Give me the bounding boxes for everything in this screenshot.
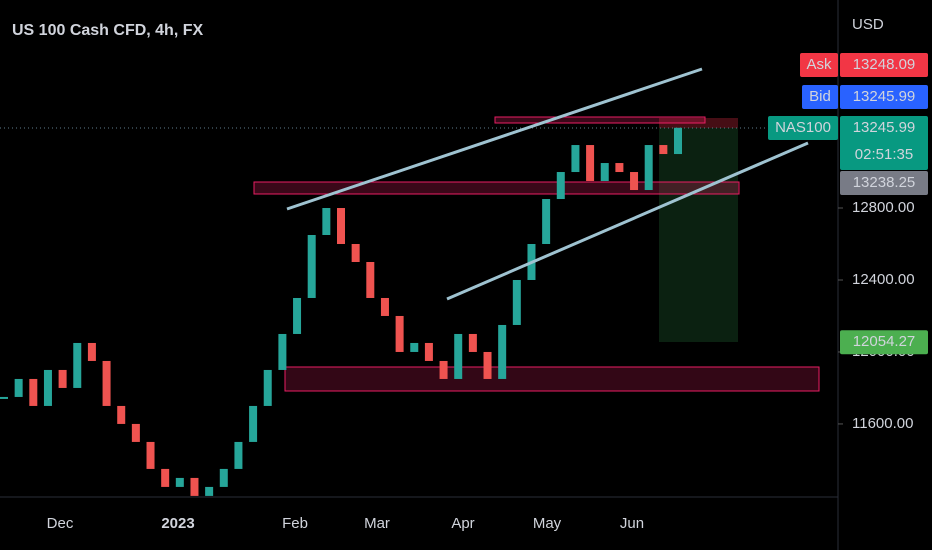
candle [175, 477, 184, 487]
last-box [840, 116, 928, 170]
x-tick-label: Feb [282, 515, 308, 532]
candle [263, 369, 272, 406]
candle [278, 333, 287, 370]
candle [117, 405, 126, 424]
candle [58, 369, 67, 388]
ask-box [840, 53, 928, 77]
bid-price: 13245.99 [853, 88, 916, 105]
ask-label: Ask [806, 56, 832, 73]
candle [293, 297, 302, 334]
candle [556, 172, 565, 200]
candle [234, 441, 243, 469]
y-tick-label: 11600.00 [852, 415, 913, 432]
x-tick-label: 2023 [161, 515, 194, 532]
candle [190, 477, 199, 496]
candle [87, 342, 96, 361]
candle [410, 342, 419, 352]
channel-upper [286, 67, 703, 211]
last-price: 13245.99 [853, 119, 916, 136]
candle [659, 145, 668, 155]
symbol-label: NAS100 [775, 119, 831, 136]
prev-box [840, 171, 928, 195]
long-position-profit [659, 128, 738, 342]
candle [205, 486, 214, 496]
candle [630, 172, 639, 191]
target-price: 12054.27 [853, 333, 916, 350]
mid-zone [253, 181, 740, 195]
candle [512, 279, 521, 325]
candle [600, 163, 609, 182]
target-box [840, 330, 928, 355]
countdown: 02:51:35 [855, 146, 913, 163]
candle [615, 163, 624, 173]
x-tick-label: Dec [47, 515, 74, 532]
candle [380, 297, 389, 316]
chart-title: US 100 Cash CFD, 4h, FX [12, 22, 203, 39]
candle [571, 145, 580, 173]
resistance-zone [494, 116, 706, 124]
candle [249, 405, 258, 442]
candle [161, 468, 170, 487]
candle [542, 199, 551, 245]
candle [674, 127, 682, 155]
candle [395, 315, 404, 352]
ask-price: 13248.09 [853, 56, 916, 73]
bid-box [840, 85, 928, 109]
y-tick-label: 12800.00 [852, 199, 915, 216]
x-tick-label: Jun [620, 515, 644, 532]
candle [366, 261, 375, 298]
candle [468, 333, 477, 352]
prev-price: 13238.25 [853, 174, 916, 191]
candle [454, 333, 463, 379]
candle [644, 145, 653, 191]
channel-lower [446, 141, 809, 301]
candle [219, 468, 228, 487]
x-tick-label: Apr [451, 515, 474, 532]
ask-tag [800, 53, 838, 77]
symbol-tag [768, 116, 838, 140]
candle [424, 342, 433, 361]
candle [498, 324, 507, 379]
support-zone [284, 366, 820, 392]
candle [131, 423, 140, 442]
candle [307, 235, 316, 298]
x-tick-label: May [533, 515, 562, 532]
bid-tag [802, 85, 838, 109]
candle [102, 360, 111, 406]
candle [73, 342, 82, 388]
candle [586, 145, 595, 182]
candle [43, 369, 52, 406]
candle [146, 441, 155, 469]
candle [483, 351, 492, 379]
candle [337, 208, 345, 245]
y-tick-label: 12400.00 [852, 271, 915, 288]
x-tick-label: Mar [364, 515, 390, 532]
candle [29, 378, 38, 406]
candle [14, 378, 23, 397]
candle [322, 208, 331, 236]
candle [0, 396, 8, 399]
candle [439, 360, 448, 379]
currency: USD [852, 16, 884, 33]
candle [351, 244, 360, 262]
bid-label: Bid [809, 88, 831, 105]
